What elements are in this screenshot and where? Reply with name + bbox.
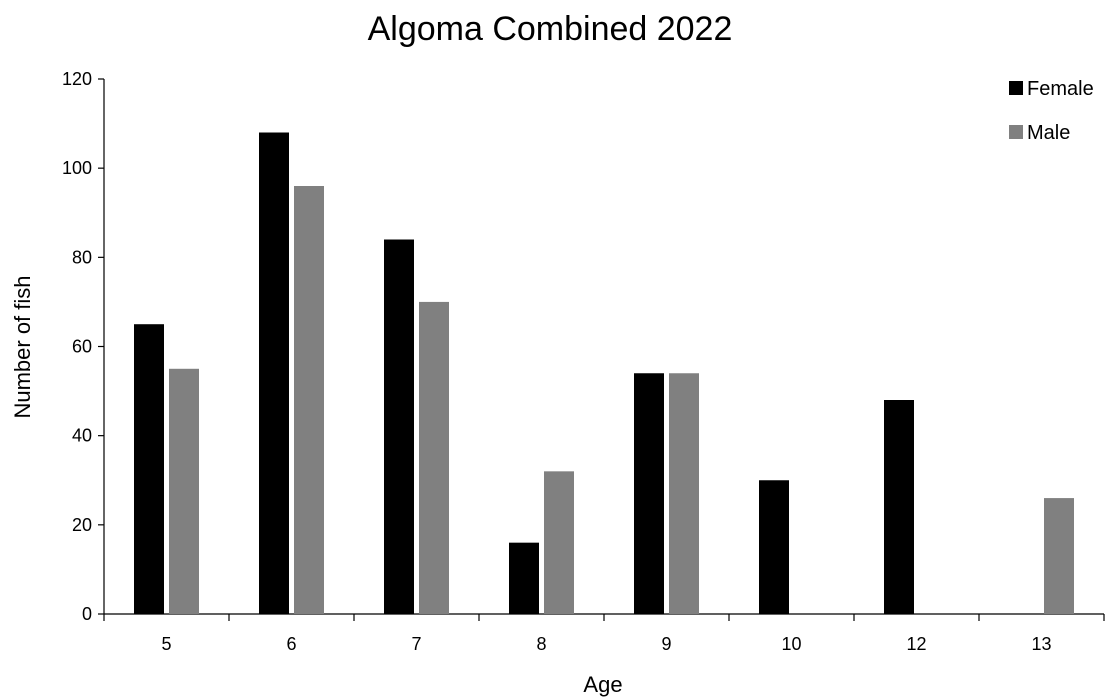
bar-male-age-8	[544, 471, 574, 614]
x-tick-label: 13	[1031, 634, 1051, 654]
legend-label-female: Female	[1027, 78, 1094, 100]
legend-label-male: Male	[1027, 122, 1070, 144]
bar-female-age-12	[884, 400, 914, 614]
bar-male-age-5	[169, 368, 199, 614]
bar-male-age-9	[669, 373, 699, 614]
bar-female-age-8	[509, 542, 539, 614]
y-axis-title: Number of fish	[10, 275, 35, 418]
y-tick-label: 40	[72, 426, 92, 446]
legend: Female Male	[1009, 78, 1094, 144]
y-tick-label: 100	[62, 158, 92, 178]
y-tick-label: 80	[72, 247, 92, 267]
x-tick-label: 7	[411, 634, 421, 654]
bar-female-age-9	[634, 373, 664, 614]
plot-area: 0 20 40 60 80 100 120 5 6 7 8 9 10 12 13	[62, 69, 1105, 654]
legend-swatch-female	[1009, 81, 1023, 95]
chart-title: Algoma Combined 2022	[368, 10, 733, 48]
bar-male-age-6	[294, 186, 324, 614]
x-tick-label: 6	[286, 634, 296, 654]
x-tick-label: 12	[906, 634, 926, 654]
bar-male-age-7	[419, 301, 449, 614]
x-tick-label: 10	[781, 634, 801, 654]
legend-swatch-male	[1009, 125, 1023, 139]
y-tick-label: 0	[82, 604, 92, 624]
x-tick-label: 8	[536, 634, 546, 654]
bar-female-age-10	[759, 480, 789, 614]
bar-male-age-13	[1044, 498, 1074, 614]
bar-female-age-5	[134, 324, 164, 614]
bar-female-age-6	[259, 132, 289, 614]
y-tick-label: 60	[72, 337, 92, 357]
y-tick-label: 20	[72, 515, 92, 535]
x-tick-label: 5	[161, 634, 171, 654]
y-tick-label: 120	[62, 69, 92, 89]
x-axis-title: Age	[583, 672, 622, 697]
bar-female-age-7	[384, 239, 414, 614]
x-tick-label: 9	[661, 634, 671, 654]
